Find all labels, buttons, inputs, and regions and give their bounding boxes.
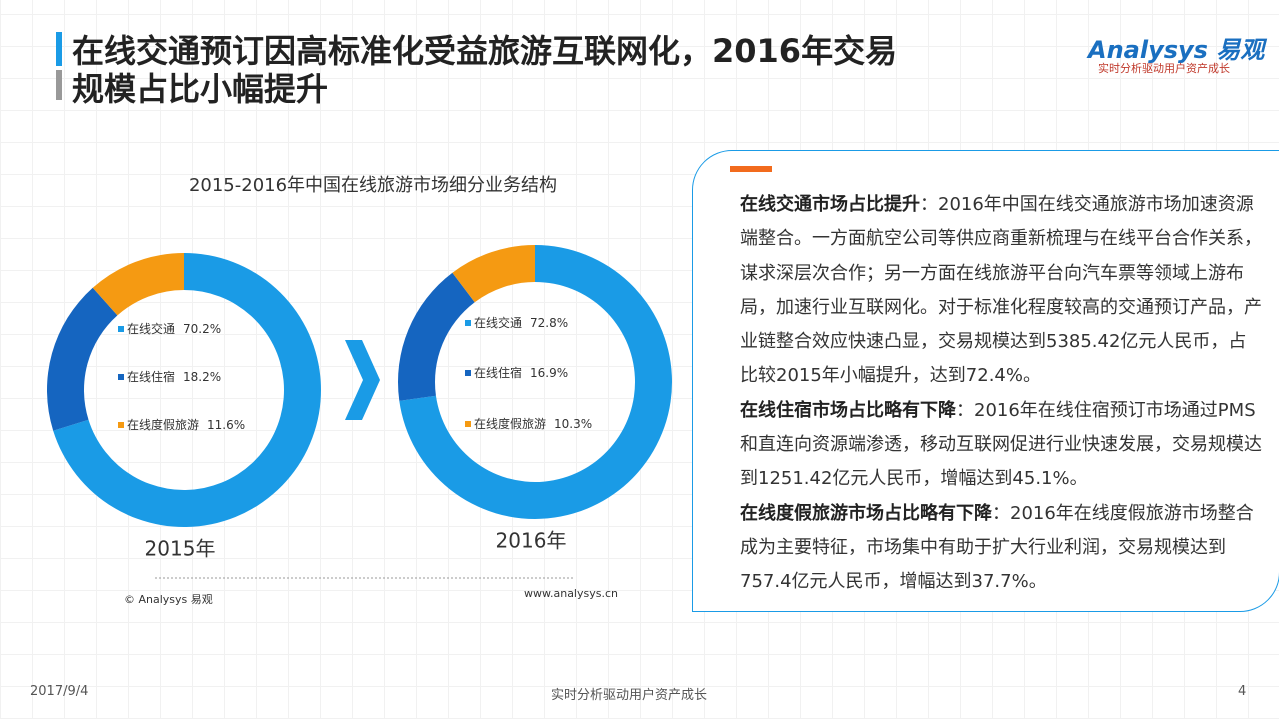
slide-title: 在线交通预订因高标准化受益旅游互联网化，2016年交易 — [72, 32, 898, 70]
chart-label: 2016年 — [496, 529, 567, 553]
legend-value: 16.9% — [530, 366, 568, 380]
paragraph-text: ：2016年在线度假旅游市场整合成为主要特征，市场集中有助于扩大行业利润，交易规… — [740, 502, 1254, 593]
legend-name: 在线交通 — [474, 315, 522, 330]
footer-slogan: 实时分析驱动用户资产成长 — [551, 688, 708, 703]
legend-label: 在线交通 70.2% — [127, 321, 221, 336]
paragraph: 在线住宿市场占比略有下降：2016年在线住宿预订市场通过PMS和直连向资源端渗透… — [740, 394, 1262, 497]
paragraph-text: ：2016年中国在线交通旅游市场加速资源端整合。一方面航空公司等供应商重新梳理与… — [740, 194, 1262, 387]
legend-name: 在线住宿 — [474, 365, 522, 380]
legend-label: 在线度假旅游 11.6% — [127, 417, 245, 432]
title-bar — [56, 32, 62, 66]
legend-value: 18.2% — [183, 370, 221, 384]
legend-swatch — [465, 370, 471, 376]
footer-date: 2017/9/4 — [30, 684, 89, 699]
url: www.analysys.cn — [524, 587, 618, 600]
legend-swatch — [118, 422, 124, 428]
paragraph-heading: 在线住宿市场占比略有下降 — [740, 399, 956, 421]
page-number: 4 — [1238, 684, 1247, 699]
legend-name: 在线住宿 — [127, 369, 175, 384]
legend-label: 在线度假旅游 10.3% — [474, 416, 592, 431]
legend-swatch — [465, 421, 471, 427]
legend-name: 在线度假旅游 — [127, 417, 199, 432]
legend-swatch — [465, 320, 471, 326]
chart-label: 2015年 — [145, 537, 216, 561]
legend-label: 在线住宿 18.2% — [127, 369, 221, 384]
legend-swatch — [118, 326, 124, 332]
chart: 2015-2016年中国在线旅游市场细分业务结构 © Analysys 易观 w… — [46, 175, 672, 606]
donut-segment — [92, 253, 184, 316]
logo: Analysys 易观 — [1088, 36, 1265, 64]
legend-name: 在线度假旅游 — [474, 416, 546, 431]
text-panel — [692, 150, 1279, 612]
legend-label: 在线住宿 16.9% — [474, 365, 568, 380]
title-bar — [56, 70, 62, 100]
donut-segment — [46, 287, 118, 431]
accent-bar — [730, 166, 772, 172]
legend-value: 70.2% — [183, 322, 221, 336]
donut-segment — [398, 272, 475, 401]
paragraph: 在线度假旅游市场占比略有下降：2016年在线度假旅游市场整合成为主要特征，市场集… — [740, 497, 1262, 600]
legend-value: 10.3% — [554, 417, 592, 431]
chart-title: 2015-2016年中国在线旅游市场细分业务结构 — [189, 175, 557, 196]
legend-value: 72.8% — [530, 316, 568, 330]
paragraph-text: ：2016年在线住宿预订市场通过PMS和直连向资源端渗透，移动互联网促进行业快速… — [740, 399, 1262, 490]
slide-title: 规模占比小幅提升 — [72, 70, 329, 108]
paragraph-heading: 在线度假旅游市场占比略有下降 — [740, 502, 992, 524]
legend-name: 在线交通 — [127, 321, 175, 336]
legend-swatch — [118, 374, 124, 380]
legend-value: 11.6% — [207, 418, 245, 432]
paragraph-heading: 在线交通市场占比提升 — [740, 194, 920, 215]
source: © Analysys 易观 — [124, 593, 213, 606]
legend-label: 在线交通 72.8% — [474, 315, 568, 330]
paragraphs: 在线交通市场占比提升：2016年中国在线交通旅游市场加速资源端整合。一方面航空公… — [740, 188, 1262, 600]
donut-segment — [452, 245, 535, 303]
logo-slogan: 实时分析驱动用户资产成长 — [1098, 62, 1230, 75]
arrow — [345, 340, 380, 420]
paragraph: 在线交通市场占比提升：2016年中国在线交通旅游市场加速资源端整合。一方面航空公… — [740, 188, 1262, 394]
